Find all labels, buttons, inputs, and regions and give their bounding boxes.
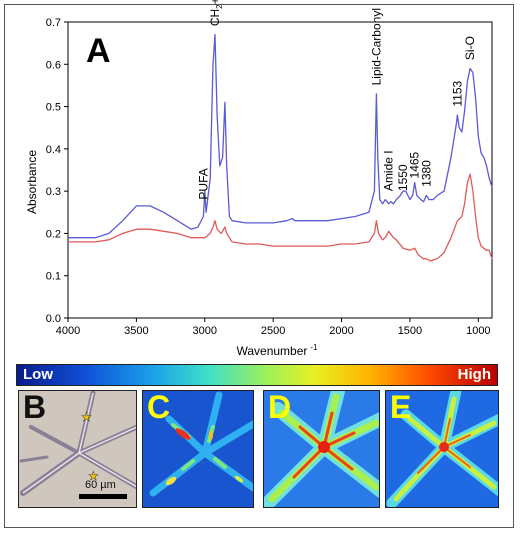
- peak-label: 1153: [450, 80, 464, 106]
- peak-label: 1550: [396, 164, 410, 191]
- panel-label-a: A: [86, 32, 111, 70]
- x-tick-label: 2000: [329, 325, 353, 337]
- peak-label: Lipid-Carbonyl: [369, 8, 383, 85]
- y-tick-label: 0.7: [46, 17, 61, 29]
- chemical-map-image: [143, 391, 253, 507]
- peak-label: 1465: [408, 151, 422, 178]
- chart-axes: 4000 3500 3000 2500 2000 1500 1000 0.0 0.1 0.2 0.3…: [46, 17, 493, 337]
- chemical-map-image: [264, 391, 379, 507]
- panel-label-d: D: [268, 390, 292, 425]
- micrograph-tile-b: ★ ★ B 60 µm: [18, 390, 137, 508]
- peak-label: PUFA: [196, 168, 210, 199]
- series-line-1: [68, 34, 493, 239]
- x-axis-label-text: Wavenumber: [236, 344, 307, 358]
- x-axis-label: Wavenumber -1: [236, 343, 318, 358]
- peak-label: Amide I: [382, 150, 396, 191]
- panel-label-c: C: [147, 390, 171, 425]
- x-tick-label: 3000: [193, 325, 217, 337]
- micrograph-image: ★ ★: [19, 391, 136, 496]
- peak-label: Si-O: [463, 36, 477, 60]
- x-tick-label: 1500: [398, 325, 422, 337]
- x-tick-label: 3500: [124, 325, 148, 337]
- scale-bar: [79, 494, 127, 499]
- x-axis-label-sup: -1: [310, 343, 318, 352]
- y-tick-label: 0.5: [46, 102, 61, 114]
- y-tick-label: 0.6: [46, 59, 61, 71]
- colorbar-high-label: High: [457, 366, 491, 383]
- scale-bar-label: 60 µm: [85, 479, 116, 491]
- panel-label-b: B: [23, 390, 47, 425]
- intensity-colorbar: Low High: [16, 364, 498, 386]
- chemical-map-tile-d: D: [263, 390, 380, 508]
- peak-label: CH2+CH3: [208, 0, 224, 26]
- svg-text:★: ★: [81, 410, 92, 424]
- x-tick-label: 1000: [466, 325, 490, 337]
- chemical-map-image: [386, 391, 498, 507]
- peak-label: 1380: [419, 160, 433, 187]
- y-tick-label: 0.1: [46, 271, 61, 283]
- spectrum-chart: 4000 3500 3000 2500 2000 1500 1000 0.0 0.1 0.2 0.3…: [25, 0, 493, 358]
- y-tick-label: 0.2: [46, 228, 61, 240]
- chart-series: [68, 34, 493, 262]
- y-axis-label: Absorbance: [25, 150, 39, 214]
- chemical-map-tile-c: C: [142, 390, 254, 508]
- series-line-2: [68, 173, 493, 262]
- y-tick-label: 0.0: [46, 313, 61, 325]
- x-tick-label: 2500: [261, 325, 285, 337]
- svg-text:★: ★: [88, 469, 99, 483]
- panel-label-e: E: [390, 390, 412, 425]
- y-tick-label: 0.3: [46, 186, 61, 198]
- plot-frame: [67, 21, 493, 319]
- chemical-map-tile-e: E: [385, 390, 499, 508]
- x-tick-label: 4000: [56, 325, 80, 337]
- y-tick-label: 0.4: [46, 144, 61, 156]
- chart-annotations: PUFA CH2+CH3 Lipid-Carbonyl Amide I15501465…: [196, 0, 477, 200]
- colorbar-low-label: Low: [23, 366, 53, 383]
